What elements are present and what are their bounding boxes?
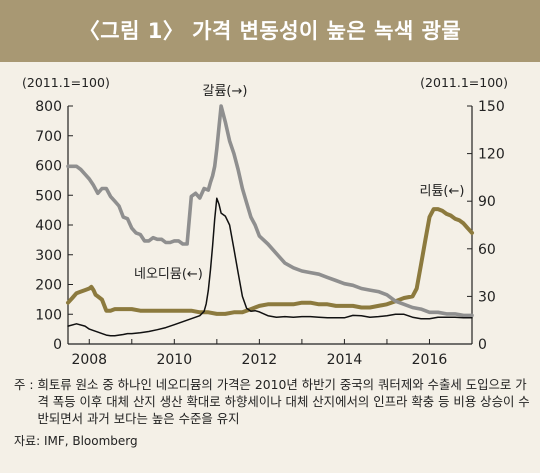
footnote-text: 희토류 원소 중 하나인 네오디뮴의 가격은 2010년 하반기 중국의 쿼터제…: [37, 377, 530, 426]
footnote-label: 주 :: [14, 377, 38, 392]
annotation-lithium: 리튬(←): [420, 184, 465, 199]
x-tick-label: 2014: [327, 352, 363, 368]
line-chart: (2011.1=100) (2011.1=100)0100200300400500…: [22, 75, 508, 368]
annotation-gallium: 갈륨(→): [203, 84, 248, 99]
x-tick-label: 2010: [156, 352, 192, 368]
x-tick-label: 2008: [71, 352, 107, 368]
left-tick-label: 800: [35, 99, 62, 115]
right-tick-label: 90: [478, 194, 496, 210]
right-tick-label: 120: [478, 147, 505, 163]
left-tick-label: 300: [35, 248, 62, 264]
footnote: 주 : 희토류 원소 중 하나인 네오디뮴의 가격은 2010년 하반기 중국의…: [14, 376, 530, 427]
left-tick-label: 700: [35, 129, 62, 145]
series-line-gallium: [66, 104, 474, 318]
right-tick-label: 150: [478, 99, 505, 115]
right-tick-label: 60: [478, 242, 496, 258]
x-tick-label: 2012: [242, 352, 278, 368]
source-note: 자료: IMF, Bloomberg: [14, 434, 138, 448]
left-tick-label: 600: [35, 159, 62, 175]
left-tick-label: 400: [35, 218, 62, 234]
left-tick-label: 0: [53, 337, 62, 353]
figure-title: 〈그림 1〉 가격 변동성이 높은 녹색 광물: [0, 0, 540, 62]
left-axis-unit: (2011.1=100): [22, 75, 110, 90]
right-axis-unit: (2011.1=100): [420, 75, 508, 90]
series-line-lithium: [66, 207, 474, 316]
left-tick-label: 100: [35, 307, 62, 323]
left-tick-label: 500: [35, 188, 62, 204]
x-tick-label: 2016: [412, 352, 448, 368]
left-tick-label: 200: [35, 278, 62, 294]
right-tick-label: 0: [478, 337, 487, 353]
right-tick-label: 30: [478, 289, 496, 305]
annotation-neodymium: 네오디뮴(←): [134, 267, 203, 282]
series-line-neodymium: [67, 197, 473, 337]
